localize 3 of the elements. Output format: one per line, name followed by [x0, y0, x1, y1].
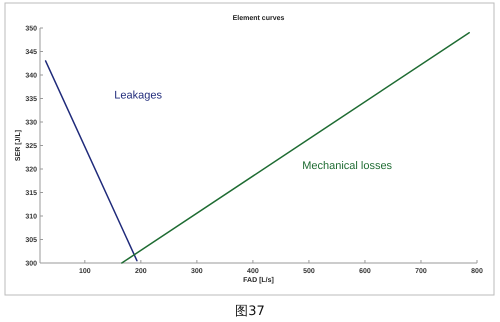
caption: 图37: [235, 304, 265, 319]
text: Leakages: [114, 90, 162, 102]
series-label: Mechanical losses: [302, 160, 393, 172]
